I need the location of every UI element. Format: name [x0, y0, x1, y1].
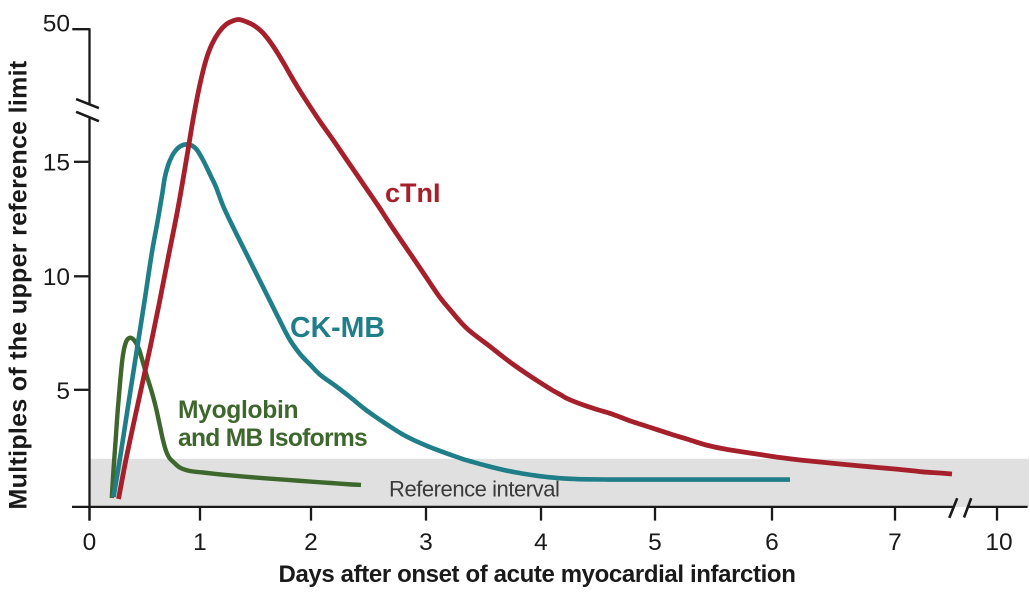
svg-text:50: 50: [43, 10, 70, 37]
svg-text:CK-MB: CK-MB: [290, 312, 385, 344]
svg-text:1: 1: [193, 529, 207, 556]
svg-text:4: 4: [534, 529, 548, 556]
svg-text:5: 5: [56, 378, 70, 405]
svg-text:3: 3: [419, 529, 433, 556]
svg-text:2: 2: [304, 529, 318, 556]
svg-text:and MB Isoforms: and MB Isoforms: [178, 425, 367, 452]
svg-text:0: 0: [83, 529, 97, 556]
svg-text:Multiples of the upper referen: Multiples of the upper reference limit: [5, 60, 33, 509]
svg-text:Myoglobin: Myoglobin: [178, 397, 298, 424]
svg-text:7: 7: [888, 529, 902, 556]
svg-text:10: 10: [985, 529, 1012, 556]
svg-text:5: 5: [648, 529, 662, 556]
svg-text:10: 10: [43, 264, 70, 291]
svg-text:15: 15: [43, 150, 70, 177]
svg-text:Reference interval: Reference interval: [389, 476, 559, 501]
svg-text:6: 6: [765, 529, 779, 556]
svg-text:Days after onset of acute myoc: Days after onset of acute myocardial inf…: [279, 561, 796, 588]
svg-text:cTnI: cTnI: [385, 178, 441, 208]
